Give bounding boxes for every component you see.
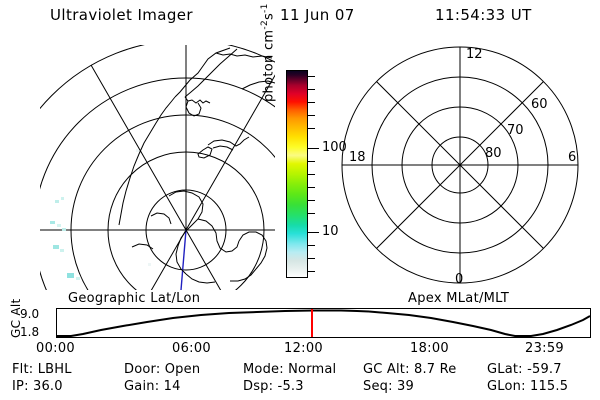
observation-time: 11:54:33 UT <box>435 6 532 24</box>
altitude-tick-low: 1.8 <box>20 325 40 339</box>
mlat-label-80: 80 <box>485 146 502 161</box>
altitude-curve-descending <box>368 310 590 337</box>
status-footer: Flt: LBHL Door: Open Mode: Normal GC Alt… <box>0 362 600 398</box>
time-tick-3: 18:00 <box>410 341 449 356</box>
status-gain: Gain: 14 <box>124 379 181 394</box>
header: Ultraviolet Imager 11 Jun 07 11:54:33 UT <box>0 6 600 30</box>
colorbar-gradient[interactable] <box>286 70 308 278</box>
status-row: IP: 36.0 Gain: 14 Dsp: -5.3 Seq: 39 GLon… <box>0 379 600 397</box>
status-flt: Flt: LBHL <box>12 362 72 377</box>
mlat-label-70: 70 <box>507 123 524 138</box>
altitude-curve-ascending <box>57 309 370 337</box>
mlt-label-12: 12 <box>466 47 483 62</box>
colorbar-axis-title: photon cm-2s-1 <box>260 3 277 102</box>
mlt-label-0: 0 <box>455 272 463 287</box>
geographic-plot <box>40 45 275 290</box>
apex-polar-panel[interactable]: 12 18 6 0 60 70 80 <box>335 45 585 290</box>
apex-polar-plot: 12 18 6 0 60 70 80 <box>341 46 579 287</box>
altitude-tick-high: 9.0 <box>20 307 40 321</box>
time-tick-0: 00:00 <box>36 341 75 356</box>
time-tick-4: 23:59 <box>525 341 564 356</box>
status-mode: Mode: Normal <box>243 362 337 377</box>
mlt-label-6: 6 <box>568 150 576 165</box>
altitude-axis-label: GC Alt <box>9 298 23 338</box>
coastlines <box>118 47 275 284</box>
time-tick-1: 06:00 <box>172 341 211 356</box>
aurora-data-pixels <box>50 149 151 280</box>
time-axis: 00:00 06:00 12:00 18:00 23:59 <box>0 341 600 359</box>
altitude-plot[interactable] <box>56 308 591 338</box>
meridian-09-21 <box>376 81 544 249</box>
status-dsp: Dsp: -5.3 <box>243 379 304 394</box>
colorbar-tick-10 <box>308 232 319 233</box>
status-gc-alt: GC Alt: 8.7 Re <box>363 362 457 377</box>
status-row: Flt: LBHL Door: Open Mode: Normal GC Alt… <box>0 362 600 380</box>
altitude-trace-svg <box>57 309 590 337</box>
observation-date: 11 Jun 07 <box>280 6 355 24</box>
mlat-label-60: 60 <box>531 97 548 112</box>
colorbar-label-100: 100 <box>322 140 347 155</box>
apex-caption: Apex MLat/MLT <box>408 291 510 306</box>
orbit-track <box>180 229 187 290</box>
colorbar-label-10: 10 <box>322 224 339 239</box>
altitude-strip: GC Alt 9.0 1.8 <box>0 298 600 340</box>
page-title: Ultraviolet Imager <box>50 6 193 24</box>
status-seq: Seq: 39 <box>363 379 414 394</box>
geographic-caption: Geographic Lat/Lon <box>68 291 201 306</box>
colorbar-group: photon cm-2s-1 100 10 <box>260 3 347 290</box>
colorbar-tick-100 <box>308 148 319 149</box>
geographic-image-panel[interactable] <box>40 45 275 290</box>
status-door: Door: Open <box>124 362 201 377</box>
mlt-label-18: 18 <box>349 150 366 165</box>
status-ip: IP: 36.0 <box>12 379 63 394</box>
status-glon: GLon: 115.5 <box>487 379 569 394</box>
status-glat: GLat: -59.7 <box>487 362 562 377</box>
time-tick-2: 12:00 <box>284 341 323 356</box>
